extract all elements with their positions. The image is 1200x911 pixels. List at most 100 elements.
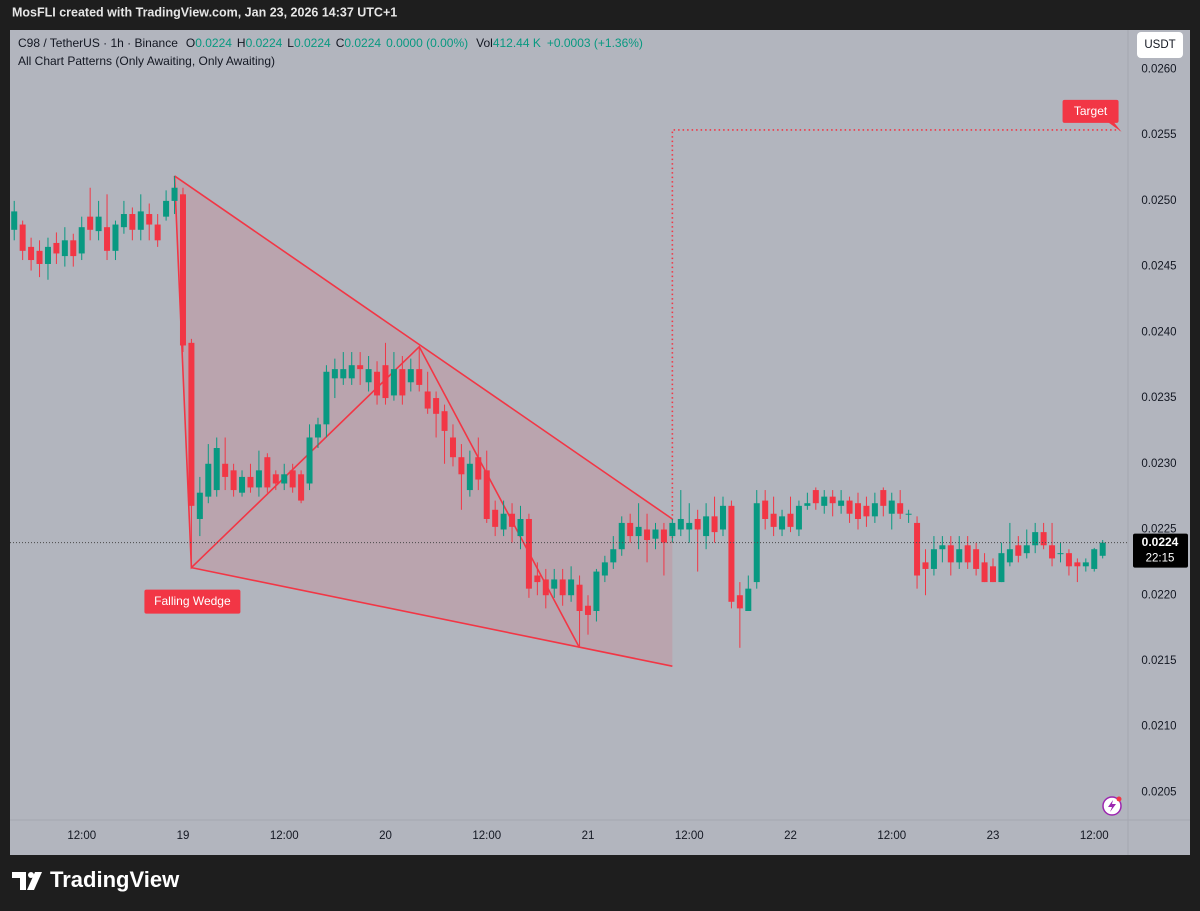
candle-body <box>53 242 60 254</box>
wedge-zigzag <box>173 175 581 649</box>
candle-body <box>28 246 35 261</box>
currency-label[interactable]: USDT <box>1144 39 1175 51</box>
candle-body <box>61 240 68 257</box>
candle-body <box>838 500 845 506</box>
x-tick-label: 19 <box>177 830 190 842</box>
candle-body <box>1006 549 1013 563</box>
candle-body <box>939 545 946 550</box>
candle-body <box>188 342 195 506</box>
top-bar-text: MosFLI created with TradingView.com, Jan… <box>12 5 397 19</box>
footer-brand: TradingView <box>50 867 180 892</box>
candle-body <box>618 522 625 550</box>
candle-body <box>703 516 710 537</box>
candle-body <box>812 490 819 504</box>
candle-body <box>964 545 971 563</box>
candle-body <box>762 500 769 519</box>
candle-body <box>441 411 448 431</box>
candle-body <box>804 503 811 506</box>
candle-body <box>466 463 473 491</box>
candle-body <box>492 509 499 527</box>
candle-body <box>1023 545 1030 554</box>
candle-body <box>1074 562 1081 567</box>
target-label: Target <box>1074 104 1108 118</box>
target-label-pointer <box>1107 121 1122 132</box>
alert-dot <box>1116 796 1122 802</box>
last-price-label: 0.0224 <box>1142 535 1179 549</box>
y-tick-label: 0.0245 <box>1141 261 1176 273</box>
candle-body <box>1099 542 1106 556</box>
candle-body <box>374 371 381 396</box>
candle-body <box>171 187 178 201</box>
candle-body <box>433 398 440 414</box>
candle-body <box>989 566 996 583</box>
candle-body <box>973 549 980 569</box>
candle-body <box>19 224 26 251</box>
wedge-fill <box>174 175 673 667</box>
y-tick-label: 0.0240 <box>1141 326 1176 338</box>
candle-body <box>880 490 887 506</box>
x-tick-label: 12:00 <box>675 830 704 842</box>
wedge-upper-line <box>174 175 673 520</box>
volume-key: Vol <box>476 36 493 50</box>
candle-body <box>323 371 330 425</box>
candle-body <box>213 448 220 491</box>
alert-bolt <box>1108 800 1116 812</box>
candle-body <box>255 470 262 488</box>
candle-body <box>146 214 153 225</box>
candle-body <box>36 250 43 264</box>
currency-button[interactable] <box>1137 32 1183 58</box>
candle-body <box>382 365 389 399</box>
candle-body <box>449 437 456 458</box>
ohlc-key: L <box>287 36 294 50</box>
candle-body <box>517 518 524 537</box>
candle-body <box>846 500 853 514</box>
candle-body <box>247 476 254 488</box>
candle-body <box>779 516 786 530</box>
candle-body <box>568 579 575 596</box>
volume-value: 412.44 K <box>493 36 541 50</box>
pattern-label: Falling Wedge <box>154 594 231 608</box>
candle-body <box>1015 545 1022 556</box>
candle-body <box>1065 553 1072 567</box>
candle-body <box>829 496 836 504</box>
candle-body <box>104 227 111 251</box>
y-tick-label: 0.0255 <box>1141 129 1176 141</box>
countdown-label: 22:15 <box>1146 553 1175 565</box>
logo-part <box>27 872 42 890</box>
candle-body <box>542 579 549 596</box>
candle-body <box>120 214 127 228</box>
pattern-label-box <box>144 589 241 614</box>
candle-body <box>1049 545 1056 559</box>
candle-body <box>230 470 237 491</box>
candle-body <box>509 513 516 527</box>
x-tick-label: 12:00 <box>270 830 299 842</box>
y-tick-label: 0.0260 <box>1141 63 1176 75</box>
candle-body <box>483 470 490 519</box>
candle-body <box>407 369 414 383</box>
candle-body <box>281 474 288 484</box>
candle-body <box>87 216 94 230</box>
candle-body <box>78 227 85 254</box>
candle-body <box>728 505 735 602</box>
candle-body <box>753 503 760 583</box>
candle-body <box>348 365 355 379</box>
candle-body <box>399 369 406 396</box>
candle-body <box>998 553 1005 583</box>
ohlc-value: 0.0224 <box>246 36 283 50</box>
ohlc-value: 0.0224 <box>294 36 331 50</box>
candle-body <box>416 369 423 385</box>
candle-body <box>475 457 482 480</box>
y-tick-label: 0.0210 <box>1141 721 1176 733</box>
candle-body <box>787 513 794 527</box>
x-tick-label: 12:00 <box>472 830 501 842</box>
candle-body <box>1057 553 1064 555</box>
candle-body <box>627 522 634 537</box>
candle-body <box>272 474 279 484</box>
ohlc-key: H <box>237 36 246 50</box>
candle-body <box>500 513 507 530</box>
candle-body <box>1032 532 1039 546</box>
candle-body <box>1091 549 1098 569</box>
candle-body <box>534 575 541 583</box>
plot <box>10 129 1128 667</box>
